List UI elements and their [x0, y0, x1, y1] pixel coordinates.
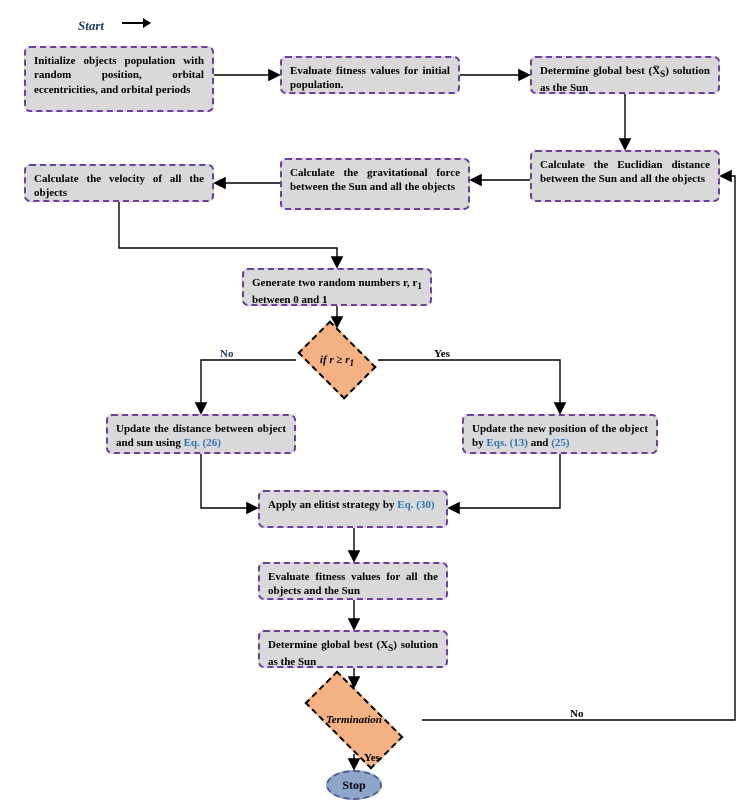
node-update-position: Update the new position of the object by…	[462, 414, 658, 454]
node-euclid-dist: Calculate the Euclidian distance between…	[530, 150, 720, 202]
node-initialize: Initialize objects population with rando…	[24, 46, 214, 112]
branch-no-2: No	[570, 708, 583, 720]
start-arrow	[122, 22, 150, 24]
start-label: Start	[78, 18, 104, 34]
decision-termination	[305, 671, 404, 770]
node-gen-random: Generate two random numbers r, r1 betwee…	[242, 268, 432, 306]
node-eval-all: Evaluate fitness values for all the obje…	[258, 562, 448, 600]
node-grav-force: Calculate the gravitational force betwee…	[280, 158, 470, 210]
node-velocity: Calculate the velocity of all the object…	[24, 164, 214, 202]
node-eval-initial: Evaluate fitness values for initial popu…	[280, 56, 460, 94]
node-global-best-1: Determine global best (X̅S) solution as …	[530, 56, 720, 94]
decision-r-ge-r1	[297, 320, 376, 399]
branch-yes-1: Yes	[434, 348, 450, 360]
node-elitist: Apply an elitist strategy by Eq. (30)	[258, 490, 448, 528]
branch-no-1: No	[220, 348, 233, 360]
flow-arrows	[0, 0, 756, 804]
node-update-distance: Update the distance between object and s…	[106, 414, 296, 454]
stop-node: Stop	[326, 770, 382, 800]
node-global-best-2: Determine global best (XS) solution as t…	[258, 630, 448, 668]
branch-yes-2: Yes	[364, 752, 380, 764]
